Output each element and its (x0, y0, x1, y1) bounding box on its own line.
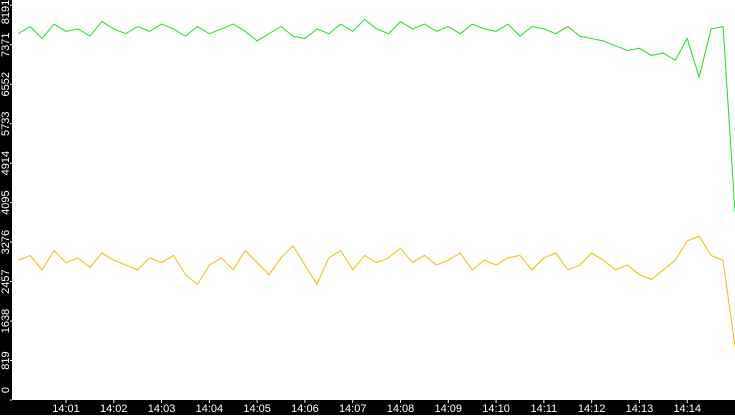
y-tick-label: 819 (0, 351, 12, 369)
x-tick-label: 14:12 (578, 403, 606, 415)
x-tick-label: 14:06 (291, 403, 319, 415)
series-line (18, 235, 735, 348)
y-tick-label: 0 (0, 387, 12, 393)
x-tick-label: 14:02 (100, 403, 128, 415)
x-tick-label: 14:04 (196, 403, 224, 415)
x-tick-label: 14:14 (673, 403, 701, 415)
x-tick-label: 14:13 (626, 403, 654, 415)
y-axis-bar (0, 0, 12, 415)
y-tick-label: 7371 (0, 33, 12, 57)
y-tick-label: 5733 (0, 111, 12, 135)
x-axis-bar (0, 400, 735, 415)
x-tick-label: 14:05 (243, 403, 271, 415)
x-tick-label: 14:03 (148, 403, 176, 415)
x-tick-label: 14:10 (482, 403, 510, 415)
y-tick-label: 1638 (0, 309, 12, 333)
y-tick-label: 3276 (0, 230, 12, 254)
y-tick-label: 2457 (0, 269, 12, 293)
y-tick-label: 4914 (0, 151, 12, 175)
x-tick-label: 14:01 (52, 403, 80, 415)
x-tick-label: 14:08 (387, 403, 415, 415)
series-line (17, 18, 735, 213)
x-tick-label: 14:07 (339, 403, 367, 415)
x-tick-label: 14:09 (435, 403, 463, 415)
x-tick-label: 14:11 (530, 403, 557, 415)
y-tick-label: 4095 (0, 190, 12, 214)
y-tick-label: 6552 (0, 72, 12, 96)
y-tick-label: 8191 (0, 0, 12, 24)
